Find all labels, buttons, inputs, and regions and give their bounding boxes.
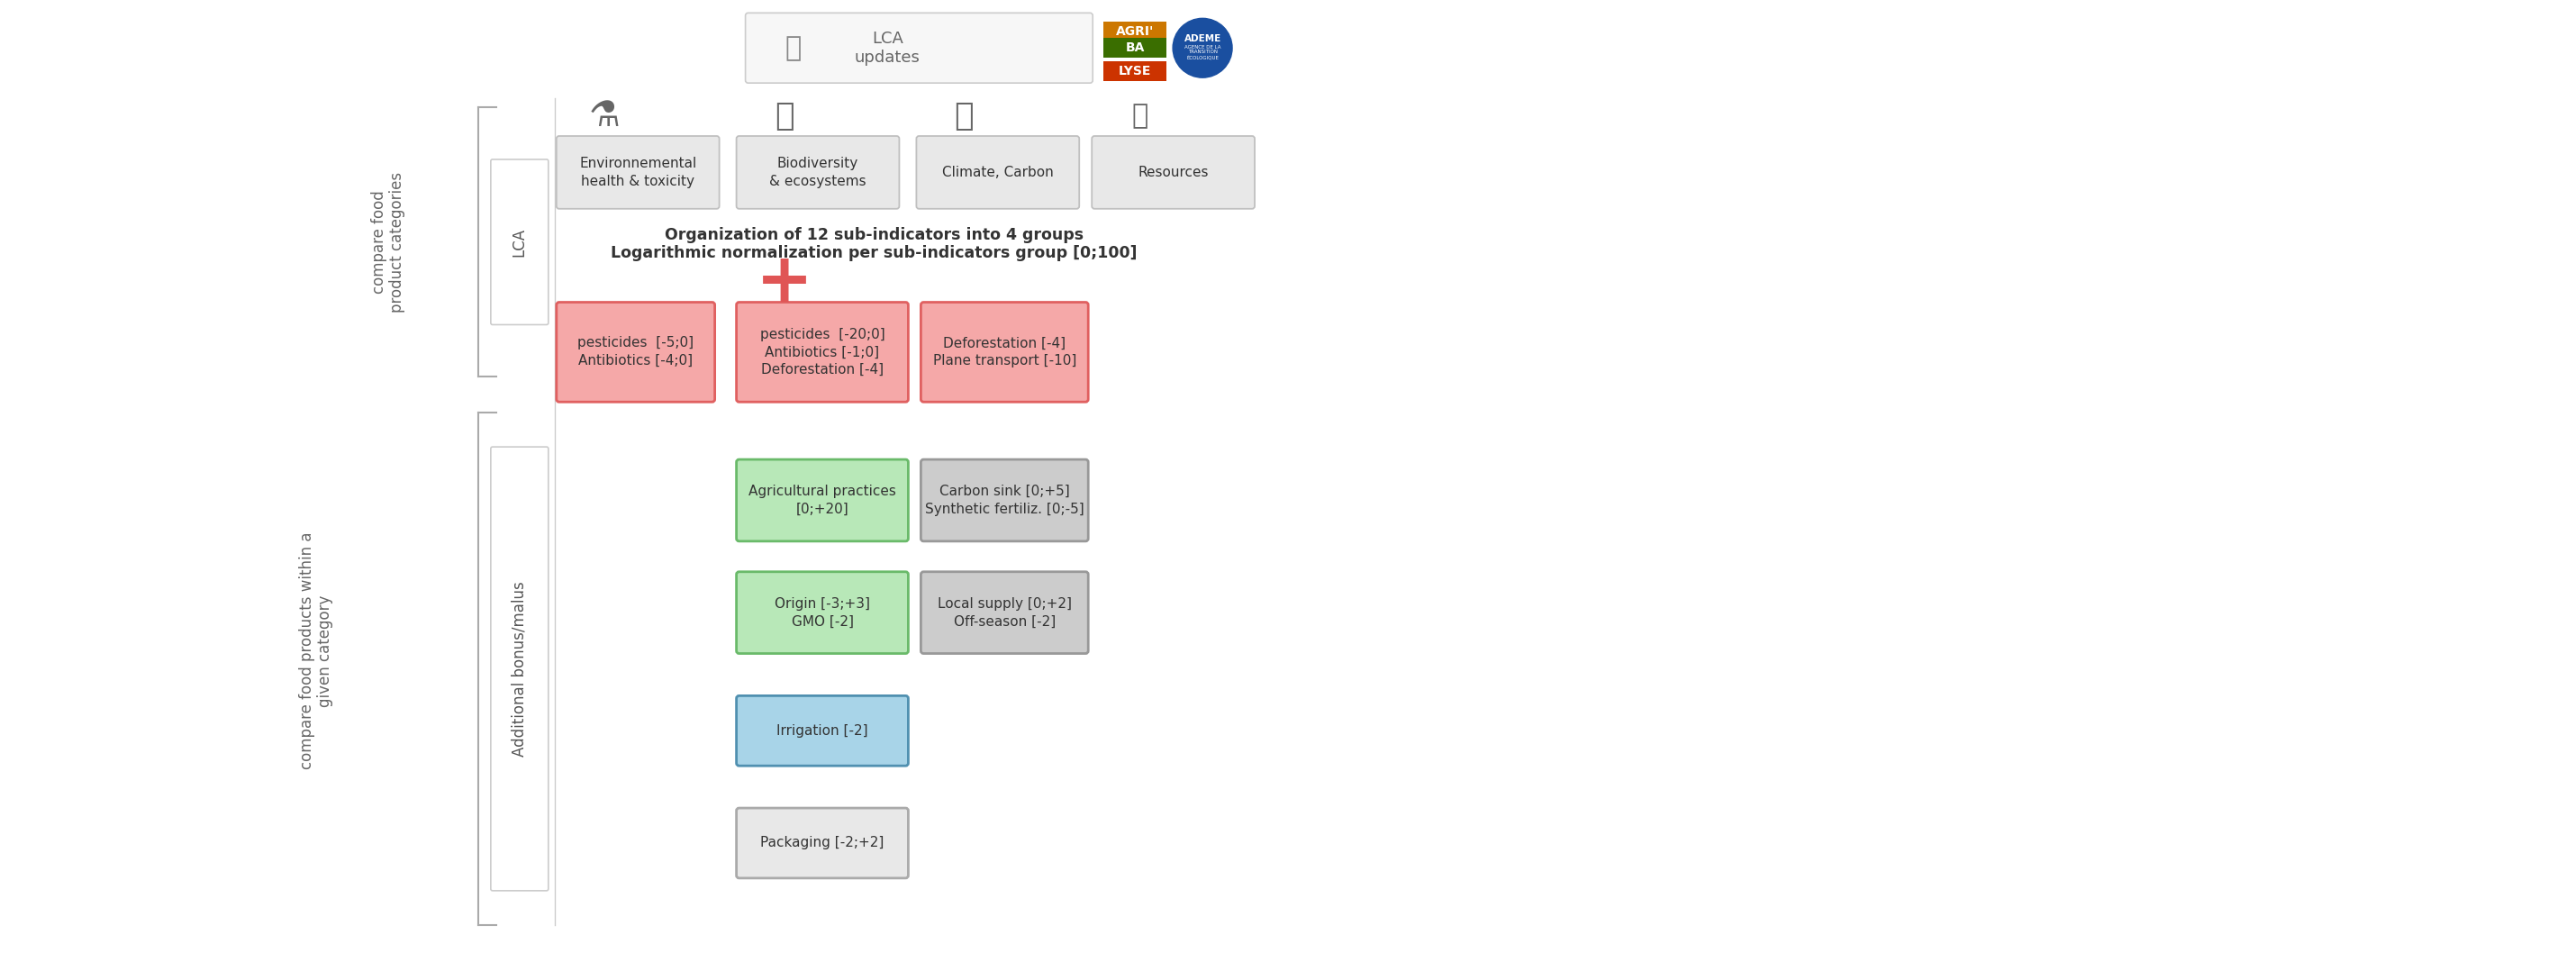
Text: 🔧: 🔧 [786, 35, 801, 61]
Text: Packaging [-2;+2]: Packaging [-2;+2] [760, 836, 884, 850]
FancyBboxPatch shape [737, 808, 909, 878]
Text: AGENCE DE LA
TRANSITION
ÉCOLOGIQUE: AGENCE DE LA TRANSITION ÉCOLOGIQUE [1185, 45, 1221, 60]
FancyBboxPatch shape [737, 459, 909, 541]
Text: Carbon sink [0;+5]
Synthetic fertiliz. [0;-5]: Carbon sink [0;+5] Synthetic fertiliz. [… [925, 485, 1084, 516]
FancyBboxPatch shape [920, 572, 1087, 653]
Text: LCA
updates: LCA updates [855, 30, 920, 65]
FancyBboxPatch shape [917, 136, 1079, 209]
Text: pesticides  [-5;0]
Antibiotics [-4;0]: pesticides [-5;0] Antibiotics [-4;0] [577, 336, 693, 368]
Text: ⚗: ⚗ [587, 99, 621, 133]
Circle shape [1172, 18, 1231, 78]
FancyBboxPatch shape [1103, 61, 1167, 82]
FancyBboxPatch shape [920, 459, 1087, 541]
Text: compare food
product categories: compare food product categories [371, 172, 404, 313]
Text: LYSE: LYSE [1118, 65, 1151, 78]
FancyBboxPatch shape [737, 572, 909, 653]
Text: pesticides  [-20;0]
Antibiotics [-1;0]
Deforestation [-4]: pesticides [-20;0] Antibiotics [-1;0] De… [760, 327, 884, 377]
Text: Environnemental
health & toxicity: Environnemental health & toxicity [580, 156, 696, 188]
FancyBboxPatch shape [737, 302, 909, 402]
FancyBboxPatch shape [920, 302, 1087, 402]
FancyBboxPatch shape [492, 159, 549, 324]
FancyBboxPatch shape [556, 136, 719, 209]
Text: Agricultural practices
[0;+20]: Agricultural practices [0;+20] [750, 485, 896, 516]
FancyBboxPatch shape [737, 136, 899, 209]
FancyBboxPatch shape [1103, 38, 1167, 58]
Text: 🐞: 🐞 [775, 101, 793, 131]
FancyBboxPatch shape [1092, 136, 1255, 209]
Text: Irrigation [-2]: Irrigation [-2] [775, 724, 868, 738]
Text: Origin [-3;+3]
GMO [-2]: Origin [-3;+3] GMO [-2] [775, 597, 871, 628]
Text: Additional bonus/malus: Additional bonus/malus [513, 581, 528, 756]
Text: compare food products within a
given category: compare food products within a given cat… [299, 532, 335, 769]
Text: Local supply [0;+2]
Off-season [-2]: Local supply [0;+2] Off-season [-2] [938, 597, 1072, 628]
Text: Deforestation [-4]
Plane transport [-10]: Deforestation [-4] Plane transport [-10] [933, 336, 1077, 368]
FancyBboxPatch shape [492, 447, 549, 890]
Text: LCA: LCA [513, 227, 528, 256]
FancyBboxPatch shape [1103, 22, 1167, 42]
Text: Biodiversity
& ecosystems: Biodiversity & ecosystems [770, 156, 866, 188]
Text: AGRI': AGRI' [1115, 25, 1154, 38]
FancyBboxPatch shape [737, 696, 909, 766]
Text: 🌐: 🌐 [953, 101, 974, 131]
Text: Logarithmic normalization per sub-indicators group [0;100]: Logarithmic normalization per sub-indica… [611, 245, 1139, 261]
FancyBboxPatch shape [556, 302, 714, 402]
Text: ADEME: ADEME [1185, 35, 1221, 44]
Text: Resources: Resources [1139, 166, 1208, 180]
FancyBboxPatch shape [744, 13, 1092, 83]
Text: Climate, Carbon: Climate, Carbon [943, 166, 1054, 180]
Text: ⛽: ⛽ [1131, 103, 1149, 129]
Text: +: + [755, 250, 814, 316]
Text: BA: BA [1126, 42, 1144, 54]
Text: Organization of 12 sub-indicators into 4 groups: Organization of 12 sub-indicators into 4… [665, 227, 1084, 243]
